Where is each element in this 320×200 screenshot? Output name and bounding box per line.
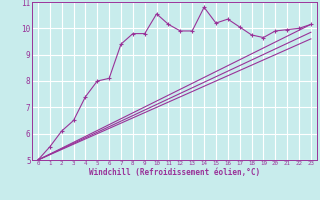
X-axis label: Windchill (Refroidissement éolien,°C): Windchill (Refroidissement éolien,°C) [89,168,260,177]
